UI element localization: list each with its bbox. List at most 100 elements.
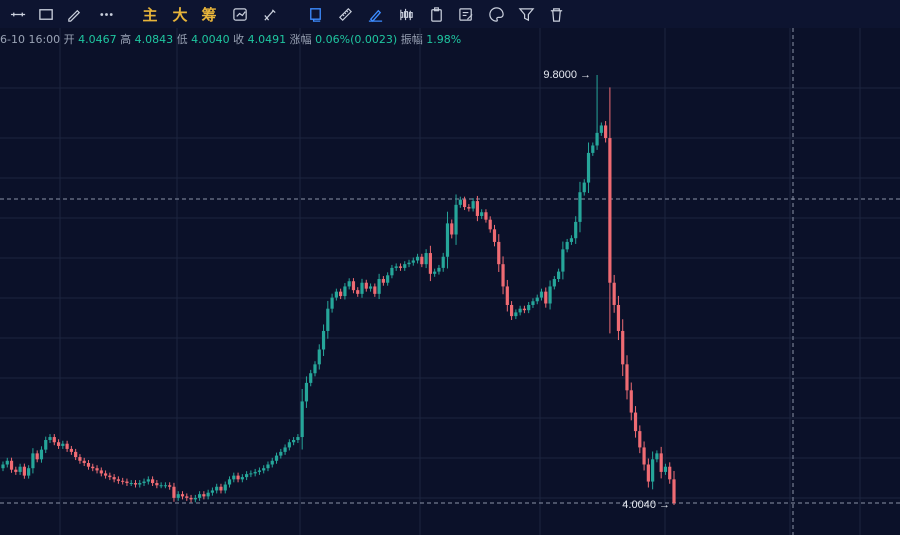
candle-body (356, 290, 360, 294)
pencil-tool[interactable] (62, 2, 86, 26)
rectangle-tool[interactable] (34, 2, 58, 26)
candle-body (215, 486, 219, 491)
candle-body (69, 448, 73, 452)
ruler-tool[interactable] (333, 2, 357, 26)
candle-body (112, 477, 116, 480)
candle-body (185, 496, 189, 498)
candlestick-chart[interactable]: 9.8000 → 4.0040 → (0, 28, 900, 535)
candle-body (492, 229, 497, 242)
candle-body (518, 308, 522, 313)
candle-body (330, 297, 334, 309)
candle-body (138, 483, 142, 485)
min-price-label: 4.0040 → (622, 499, 670, 511)
copy-tool[interactable] (424, 2, 448, 26)
chip-distribution-button[interactable]: 筹 (201, 5, 217, 24)
candle-body (219, 486, 223, 491)
candle-body (539, 291, 544, 298)
candle-body (155, 483, 159, 486)
brush-tool[interactable] (363, 2, 387, 26)
color-tool[interactable] (484, 2, 508, 26)
candle-body (373, 286, 377, 294)
candle-body (651, 459, 655, 482)
candle-body (638, 431, 642, 448)
candle-body (445, 223, 450, 257)
candle-body (351, 281, 356, 291)
trash-icon (550, 7, 562, 22)
candle-body (14, 469, 18, 472)
candle-body (133, 483, 138, 485)
candle-body (296, 437, 300, 441)
candle-body (642, 447, 646, 465)
max-price-label: 9.8000 → (543, 69, 591, 81)
main-force-button[interactable]: 主 (142, 5, 158, 24)
low-value: 4.0040 (191, 33, 230, 46)
more-dots-icon (99, 12, 113, 16)
candle-body (5, 460, 9, 465)
candle-body (420, 256, 424, 265)
candle-body (236, 475, 240, 480)
candle-body (604, 125, 608, 139)
candle-body (253, 471, 257, 474)
high-value: 4.0843 (134, 33, 174, 46)
candle-body (454, 204, 458, 235)
delete-tool[interactable] (544, 2, 568, 26)
candle-body (514, 312, 518, 317)
candle-body (197, 494, 202, 498)
candle-body (274, 455, 279, 461)
candle-body (163, 485, 168, 487)
sync-drawing-tool[interactable] (228, 2, 252, 26)
candle-body (599, 125, 603, 133)
candle-body (31, 453, 35, 469)
candle-body (629, 390, 633, 413)
candle-body (240, 477, 244, 480)
candle-body (386, 275, 390, 283)
candle-body (381, 279, 385, 283)
big-order-button[interactable]: 大 (172, 5, 188, 24)
horizontal-line-tool[interactable] (6, 2, 30, 26)
amplitude-value: 1.98% (426, 33, 462, 46)
candle-body (159, 485, 163, 487)
candle-body (287, 442, 291, 448)
candle-body (437, 267, 441, 272)
candle-body (462, 199, 467, 208)
candle-body (95, 468, 99, 471)
candle-body (9, 460, 14, 470)
drawing-toolbar: 主大筹 (0, 0, 900, 28)
candle-body (27, 468, 31, 476)
magnet-drawing-tool[interactable] (303, 2, 327, 26)
candle-body (433, 271, 437, 274)
candle-body (527, 304, 531, 311)
candle-body (202, 494, 206, 497)
change-label: 涨幅 (289, 33, 312, 46)
candle-body (121, 480, 125, 482)
candle-body (672, 479, 676, 504)
candle-body (398, 266, 403, 268)
notes-tool[interactable] (454, 2, 478, 26)
candle-body (99, 470, 103, 474)
more-tools[interactable] (94, 2, 118, 26)
candle-body (39, 449, 44, 460)
clipboard-icon (430, 6, 442, 22)
candle-body (321, 330, 326, 350)
candle-body (206, 492, 210, 497)
candle-body (509, 304, 514, 317)
candle-body (347, 281, 351, 287)
candle-body (471, 201, 475, 209)
filter-tool[interactable] (514, 2, 538, 26)
high-label: 高 (120, 33, 132, 46)
candle-style-tool[interactable] (394, 2, 418, 26)
candle-body (146, 479, 150, 482)
close-value: 4.0491 (247, 33, 287, 46)
candle-body (522, 308, 527, 311)
eraser-pen-tool[interactable] (258, 2, 282, 26)
candle-body (18, 466, 22, 472)
candle-body (497, 241, 501, 265)
candle-body (223, 484, 227, 491)
candle-body (334, 291, 338, 298)
candle-body (424, 253, 428, 265)
candle-body (172, 486, 176, 498)
candle-body (411, 260, 415, 263)
candle-body (565, 241, 569, 250)
candle-body (655, 453, 659, 460)
candle-body (189, 497, 193, 500)
